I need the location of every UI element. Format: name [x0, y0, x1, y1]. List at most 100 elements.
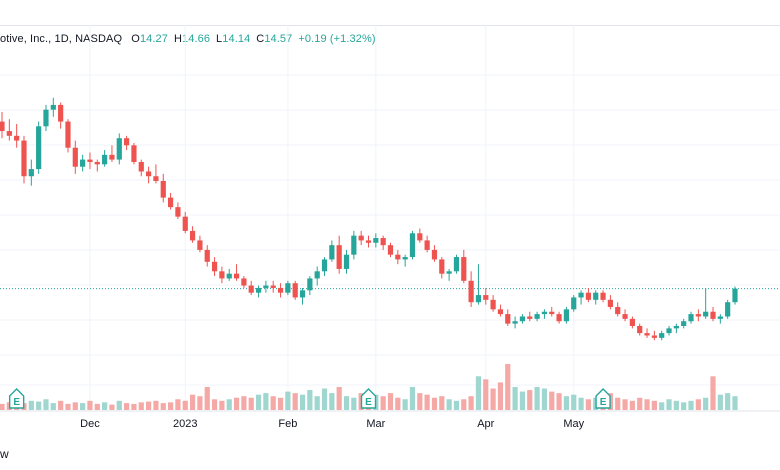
- volume-bar: [211, 399, 218, 410]
- candle-body: [109, 154, 115, 160]
- candle-body: [270, 285, 276, 288]
- volume-bar: [556, 393, 562, 410]
- volume-bar: [189, 394, 196, 410]
- earnings-marker-shape: [8, 388, 25, 409]
- volume-bar: [116, 400, 122, 410]
- candle-body: [204, 249, 210, 262]
- volume-bar: [314, 396, 320, 410]
- candle-body: [160, 180, 166, 198]
- volume-bar: [343, 396, 350, 410]
- candle-body: [58, 104, 64, 122]
- close-value: 14.57: [264, 33, 293, 45]
- candle-body: [417, 233, 423, 241]
- candle-body: [233, 273, 240, 279]
- volume-bar: [307, 390, 313, 410]
- time-axis-label: May: [563, 418, 584, 430]
- candle-body: [102, 154, 108, 165]
- candle-body: [116, 138, 122, 160]
- time-axis-label: Feb: [278, 418, 297, 430]
- candle-body: [80, 159, 86, 167]
- volume-bar: [102, 402, 108, 410]
- volume-bar: [204, 387, 210, 410]
- candle-body: [299, 290, 306, 298]
- earnings-marker: E: [8, 388, 25, 409]
- candle-body: [402, 257, 408, 260]
- candle-body: [534, 314, 540, 319]
- volume-bar: [80, 403, 86, 410]
- volume-bars: [0, 364, 738, 410]
- volume-bar: [241, 396, 247, 410]
- volume-bar: [695, 399, 701, 410]
- candle-body: [607, 299, 613, 307]
- earnings-marker-label: E: [600, 397, 607, 408]
- volume-bar: [153, 400, 159, 410]
- volume-bar: [505, 364, 511, 410]
- candle-body: [285, 283, 291, 293]
- candle-body: [585, 292, 591, 300]
- volume-bar: [197, 396, 203, 410]
- volume-bar: [72, 402, 78, 410]
- volume-bar: [446, 399, 452, 410]
- volume-bar: [409, 387, 416, 410]
- candle-body: [314, 271, 320, 279]
- candle-body: [211, 261, 218, 272]
- candle-body: [380, 238, 386, 246]
- symbol-name[interactable]: otive, Inc., 1D, NASDAQ: [0, 33, 123, 45]
- candle-body: [659, 333, 665, 338]
- earnings-marker: E: [360, 388, 377, 409]
- candle-body: [21, 140, 27, 177]
- grid: [0, 25, 780, 411]
- volume-bar: [732, 396, 738, 410]
- volume-bar: [58, 400, 64, 410]
- volume-bar: [541, 388, 548, 410]
- volume-bar: [549, 391, 555, 410]
- earnings-marker: E: [595, 388, 611, 409]
- candle-body: [461, 257, 467, 281]
- volume-bar: [255, 394, 262, 410]
- volume-bar: [277, 397, 284, 410]
- candle-body: [490, 299, 496, 310]
- candle-body: [556, 314, 562, 322]
- volume-bar: [175, 399, 181, 410]
- volume-bar: [629, 400, 635, 410]
- candle-body: [182, 216, 188, 231]
- volume-bar: [644, 399, 650, 410]
- candle-body: [615, 306, 621, 315]
- volume-bar: [50, 403, 56, 410]
- volume-bar: [666, 399, 672, 410]
- time-axis[interactable]: Dec 2023 Feb Mar Apr May: [80, 418, 584, 430]
- volume-bar: [160, 403, 166, 410]
- candle-body: [72, 147, 78, 167]
- candle-body: [622, 314, 628, 319]
- candle-body: [593, 292, 599, 300]
- volume-bar: [483, 379, 489, 410]
- high-value: 14.66: [182, 33, 211, 45]
- volume-bar: [131, 403, 137, 410]
- candle-body: [0, 121, 5, 132]
- volume-bar: [321, 388, 328, 410]
- candle-body: [483, 295, 489, 300]
- volume-bar: [87, 400, 93, 410]
- earnings-marker-label: E: [365, 397, 372, 408]
- volume-bar: [182, 400, 188, 410]
- candle-body: [336, 245, 342, 269]
- volume-bar: [651, 400, 657, 410]
- candle-body: [138, 161, 144, 172]
- candle-body: [497, 309, 504, 315]
- volume-bar: [497, 382, 504, 410]
- time-axis-label: 2023: [173, 418, 197, 430]
- candle-body: [219, 271, 225, 279]
- candle-body: [307, 278, 313, 291]
- symbol-legend: otive, Inc., 1D, NASDAQ O14.27 H14.66 L14.…: [0, 33, 376, 45]
- candle-body: [695, 314, 701, 317]
- volume-bar: [380, 396, 386, 410]
- volume-bar: [124, 403, 130, 410]
- candle-body: [409, 233, 416, 258]
- candle-body: [28, 169, 34, 177]
- candle-body: [468, 280, 474, 303]
- candle-body: [14, 135, 20, 141]
- candles: [0, 97, 738, 341]
- volume-bar: [402, 399, 408, 410]
- candle-body: [43, 109, 49, 127]
